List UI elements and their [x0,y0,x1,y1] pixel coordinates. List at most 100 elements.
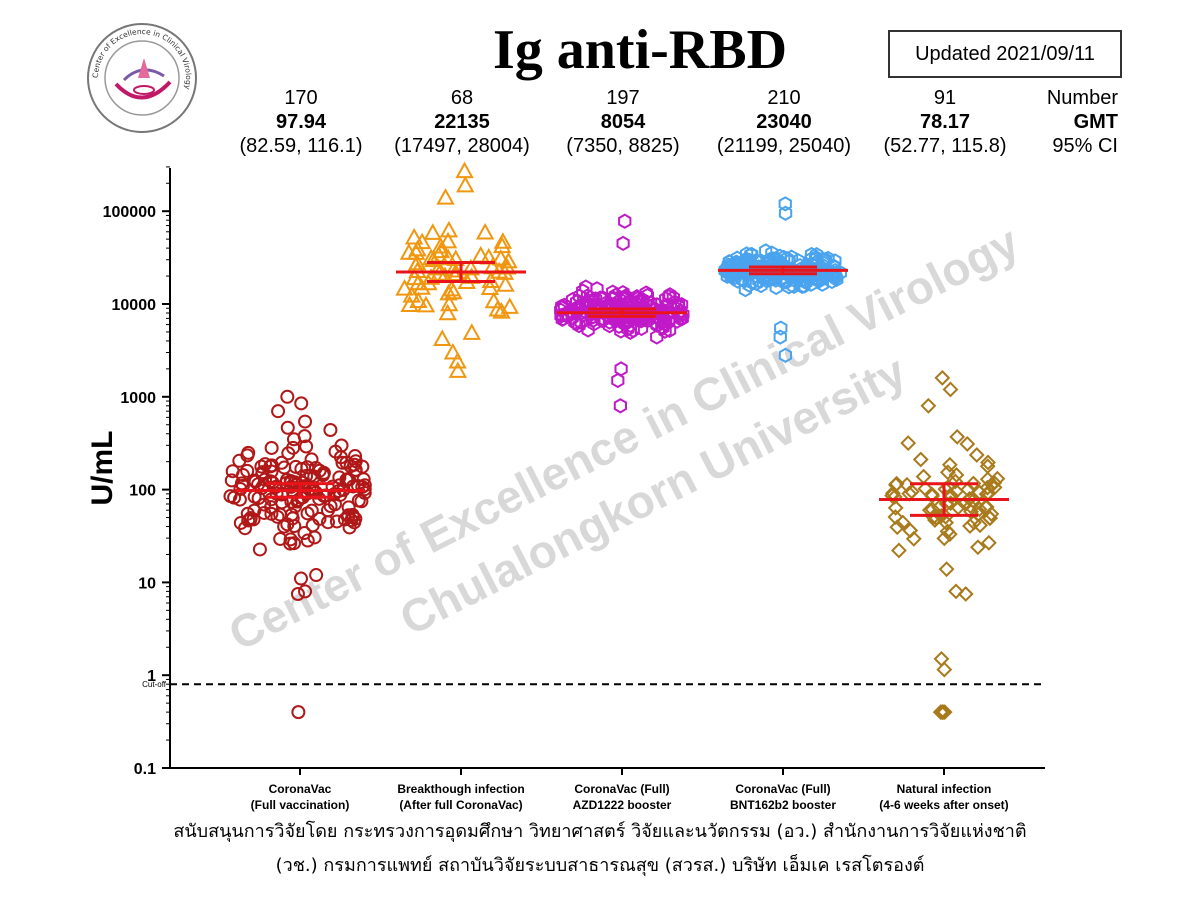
x-tick-label: Breakthough infection [397,782,524,796]
data-point [448,351,467,369]
data-point [936,530,953,547]
data-point [611,372,625,389]
x-tick-label: CoronaVac [269,782,332,796]
data-point [298,584,313,599]
data-point [462,323,481,340]
data-point [799,274,813,291]
data-point [912,451,929,468]
data-point [616,284,630,301]
data-point [238,521,253,536]
data-point [488,299,507,317]
data-point [409,273,428,291]
data-point [408,239,427,257]
data-point [949,428,966,445]
data-point [294,396,309,411]
count: 197 [606,87,640,109]
gmt-ci-5 [879,482,1009,517]
data-point [436,188,455,205]
stats-row-labels: Number GMT 95% CI [1000,86,1118,158]
data-point [827,259,841,275]
data-point [740,246,754,262]
data-point [959,436,976,452]
data-point [810,254,824,270]
y-tick-label: 1 [147,668,156,685]
data-point [948,583,964,600]
gmt-ci-2 [396,260,526,283]
x-tick-label: (4-6 weeks after onset) [879,798,1008,812]
gmt-ci-4 [718,265,848,276]
x-tick-label: BNT162b2 booster [730,798,836,812]
data-point [341,500,356,515]
data-point [804,246,819,263]
data-point [304,452,319,467]
y-tick-label: 0.1 [134,761,156,778]
x-tick-label: AZD1222 booster [573,798,672,812]
stats-column-4: 210 23040 (21199, 25040) [704,86,864,158]
data-point [636,292,650,308]
data-point [399,243,419,260]
data-point [243,511,258,526]
data-point [304,503,319,518]
data-point [659,291,673,307]
page-title: Ig anti-RBD [492,19,788,81]
data-point [778,205,793,221]
data-point [900,435,917,452]
data-point [416,295,436,313]
data-point [496,275,515,292]
data-point [934,704,950,721]
ci-value: (7350, 8825) [566,135,680,157]
gmt-label: GMT [1073,111,1118,133]
stats-column-5: 91 78.17 (52.77, 115.8) [865,86,1025,158]
data-point [431,236,450,254]
data-point [774,320,788,336]
x-tick-label: CoronaVac (Full) [735,782,830,796]
data-point [576,283,590,299]
data-point [767,271,781,287]
data-point [446,249,465,266]
data-point [612,318,626,335]
data-point [395,279,414,296]
data-point [291,705,306,720]
ci-value: (21199, 25040) [716,135,852,157]
data-point [773,329,787,345]
data-point [965,475,982,492]
updated-badge: Updated 2021/09/11 [888,30,1122,78]
data-point [887,476,904,493]
data-point [286,432,301,447]
data-point [658,312,672,329]
data-point [455,161,474,179]
data-point [941,456,958,473]
data-point [980,454,996,471]
data-point [354,494,369,509]
data-point [675,310,689,326]
data-point [759,243,773,259]
data-point [962,498,979,515]
data-point [986,474,1003,491]
data-point [947,473,964,490]
data-point [280,472,295,487]
data-point [298,414,313,429]
data-point [286,440,301,455]
data-point [942,487,959,504]
series-5 [884,369,1006,721]
data-point [323,499,338,514]
data-point [920,397,937,414]
data-point [815,276,829,292]
data-point [942,381,959,398]
data-point [268,479,283,494]
y-tick-label: 100 [129,483,156,500]
data-point [297,526,312,541]
data-point [662,289,676,305]
data-point [309,568,324,583]
data-point [299,469,314,484]
data-point [618,213,632,229]
data-point [429,258,448,276]
data-point [891,542,907,559]
data-point [448,361,468,378]
gmt-value: 97.94 [275,111,327,133]
data-point [581,322,595,338]
data-point [240,463,255,478]
data-point [722,253,736,270]
gmt-value: 23040 [756,111,812,133]
data-point [795,278,809,295]
